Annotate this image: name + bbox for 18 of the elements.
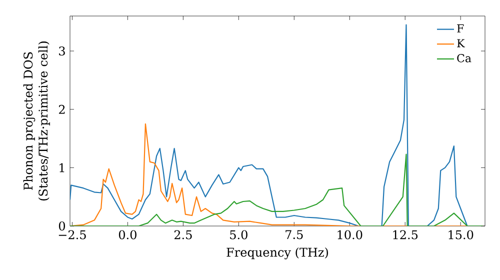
x-tick-label: 7.5 — [286, 230, 303, 240]
y-tick-label: 2 — [58, 104, 65, 114]
y-tick-label: 3 — [59, 46, 65, 56]
x-tick-label: 12.5 — [393, 230, 418, 240]
x-tick-label: 5.0 — [230, 230, 248, 240]
legend-label: K — [457, 39, 465, 48]
x-tick-label: −2.5 — [58, 230, 86, 240]
line-series — [70, 154, 484, 226]
x-tick-label: 0.0 — [118, 230, 136, 240]
y-tick-label: 1 — [60, 163, 64, 172]
legend-label: Ca — [457, 54, 472, 62]
y-tick-label: 0 — [58, 221, 66, 231]
legend-label: F — [457, 24, 464, 32]
y-axis-title: Phonon projected DOS (States/THz·primitive cell) — [23, 42, 50, 200]
x-tick-label: 10.0 — [338, 230, 362, 240]
x-axis-title: Frequency (THz) — [226, 247, 328, 260]
x-tick-label: 15.0 — [448, 230, 474, 240]
x-tick-label: 2.5 — [174, 230, 192, 240]
